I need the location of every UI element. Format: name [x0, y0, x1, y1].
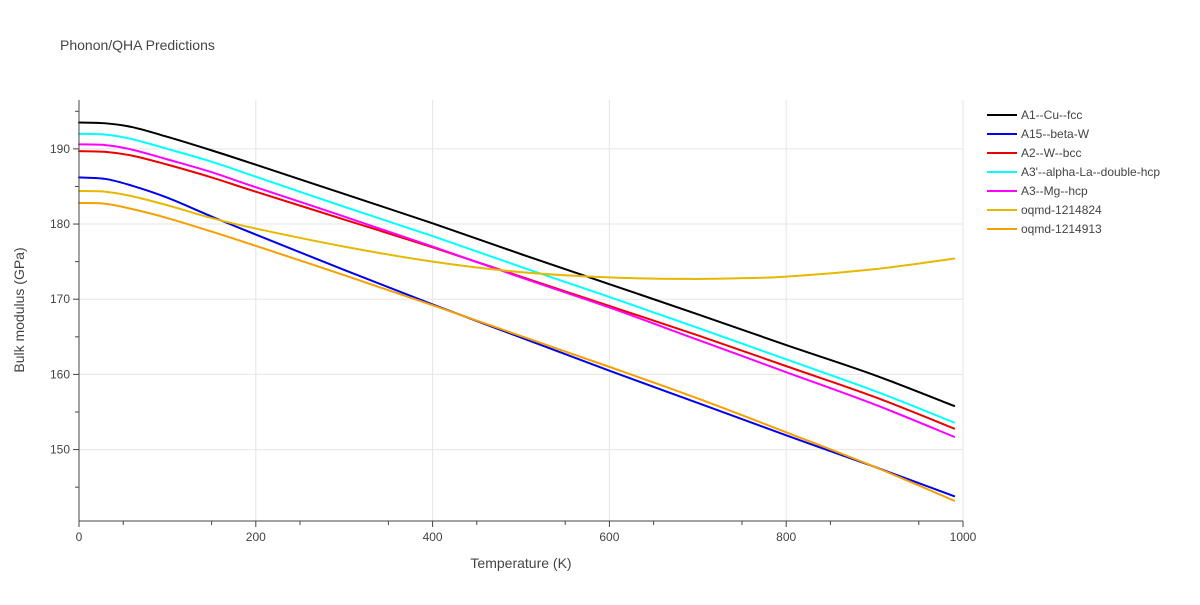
legend-item[interactable]: A3'--alpha-La--double-hcp	[987, 165, 1160, 179]
y-tick-label: 160	[50, 367, 70, 381]
legend-label: A1--Cu--fcc	[1021, 108, 1082, 122]
x-tick-label: 800	[776, 530, 796, 544]
legend-item[interactable]: oqmd-1214913	[987, 222, 1102, 236]
x-tick-label: 0	[76, 530, 83, 544]
y-tick-label: 170	[50, 292, 70, 306]
grid-layer	[79, 100, 964, 521]
series-line-6	[78, 201, 956, 502]
axes-layer: 0 200 400 600 800 1000 150 160 170 180 190	[50, 100, 977, 544]
chart-title: Phonon/QHA Predictions	[60, 37, 215, 53]
series-line-4	[78, 143, 956, 438]
legend-item[interactable]: A3--Mg--hcp	[987, 184, 1088, 198]
series-layer	[78, 121, 956, 502]
legend-item[interactable]: A15--beta-W	[987, 127, 1090, 141]
series-line-0	[78, 121, 956, 407]
legend-label: A15--beta-W	[1021, 127, 1090, 141]
x-tick-label: 400	[423, 530, 443, 544]
legend-label: A3--Mg--hcp	[1021, 184, 1088, 198]
y-tick-label: 180	[50, 217, 70, 231]
x-tick-label: 200	[246, 530, 266, 544]
legend-label: oqmd-1214913	[1021, 222, 1102, 236]
series-line-5	[78, 189, 956, 280]
legend-label: oqmd-1214824	[1021, 203, 1102, 217]
legend-item[interactable]: oqmd-1214824	[987, 203, 1102, 217]
x-tick-label: 1000	[950, 530, 977, 544]
legend-item[interactable]: A1--Cu--fcc	[987, 108, 1082, 122]
legend-label: A2--W--bcc	[1021, 146, 1081, 160]
legend-item[interactable]: A2--W--bcc	[987, 146, 1081, 160]
legend-label: A3'--alpha-La--double-hcp	[1021, 165, 1160, 179]
y-axis-title: Bulk modulus (GPa)	[11, 247, 27, 372]
series-line-3	[78, 132, 956, 424]
legend: A1--Cu--fcc A15--beta-W A2--W--bcc A3'--alp…	[987, 108, 1160, 236]
x-tick-label: 600	[599, 530, 619, 544]
y-tick-label: 190	[50, 142, 70, 156]
x-axis-title: Temperature (K)	[470, 555, 571, 571]
y-tick-label: 150	[50, 443, 70, 457]
